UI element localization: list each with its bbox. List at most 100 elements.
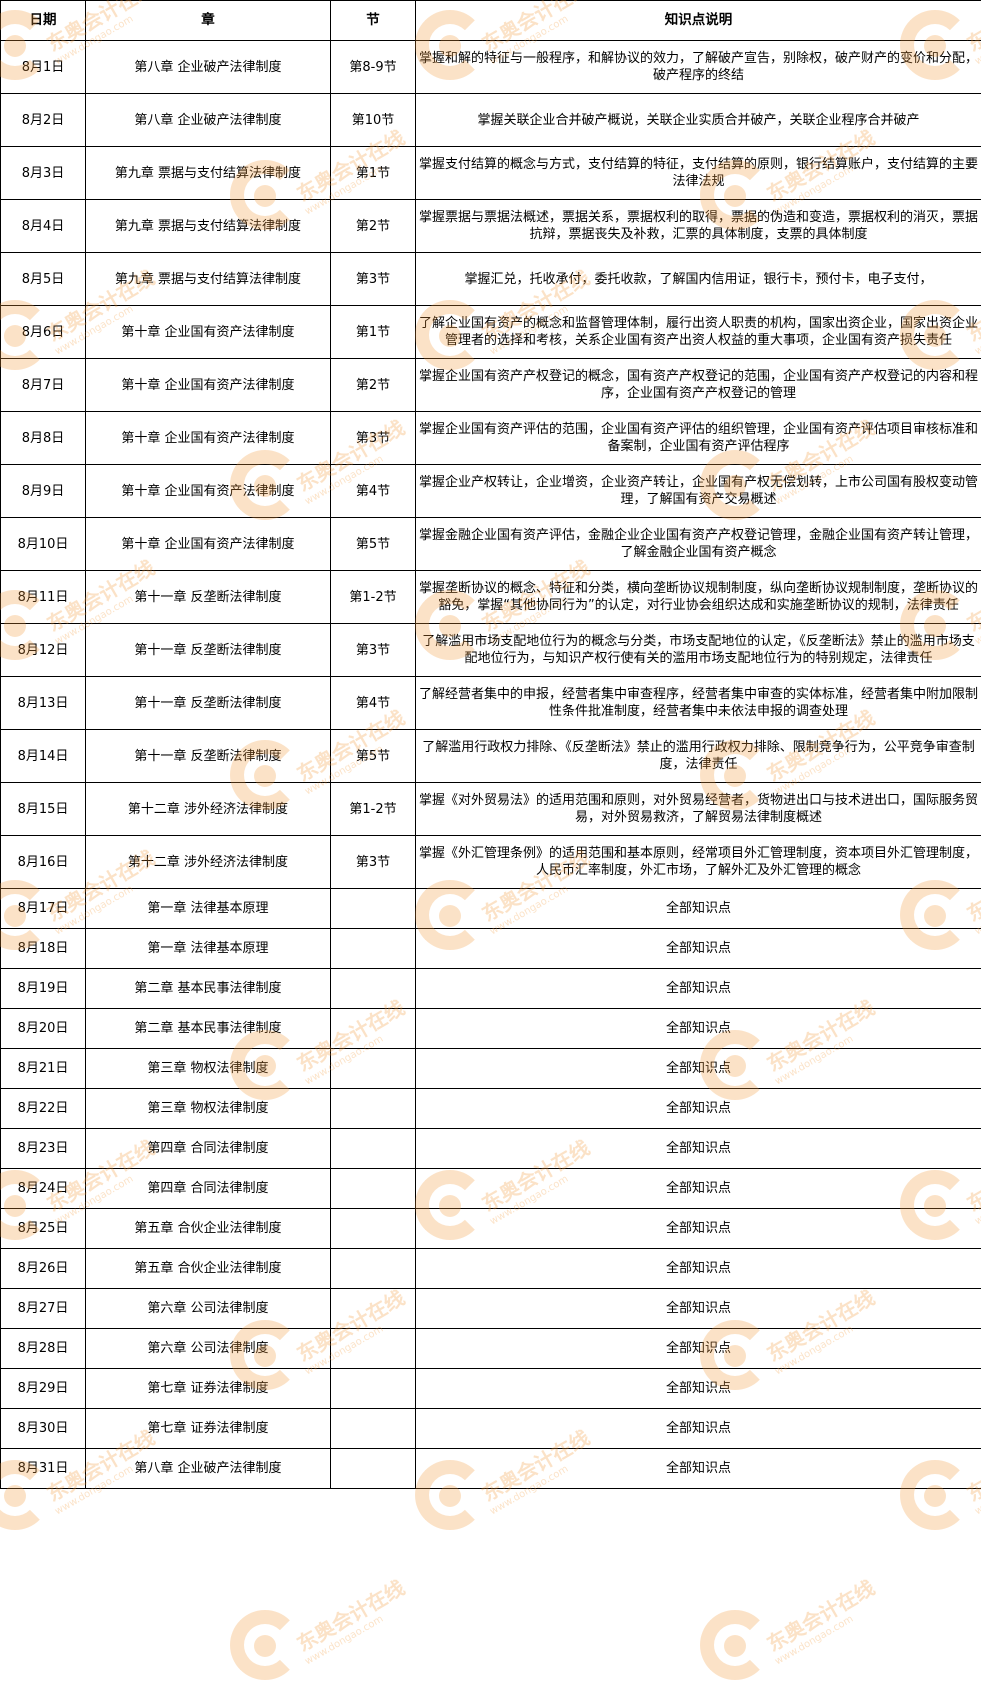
table-row: 8月1日第八章 企业破产法律制度第8-9节掌握和解的特征与一般程序，和解协议的效… xyxy=(1,41,981,94)
table-row: 8月18日第一章 法律基本原理全部知识点 xyxy=(1,929,981,969)
cell-date: 8月13日 xyxy=(1,677,86,730)
table-row: 8月27日第六章 公司法律制度全部知识点 xyxy=(1,1289,981,1329)
cell-description: 全部知识点 xyxy=(416,1329,981,1369)
table-row: 8月11日第十一章 反垄断法律制度第1-2节掌握垄断协议的概念、特征和分类，横向… xyxy=(1,571,981,624)
cell-date: 8月18日 xyxy=(1,929,86,969)
cell-section: 第3节 xyxy=(331,253,416,306)
table-row: 8月16日第十二章 涉外经济法律制度第3节掌握《外汇管理条例》的适用范围和基本原… xyxy=(1,836,981,889)
cell-description: 全部知识点 xyxy=(416,1009,981,1049)
table-row: 8月5日第九章 票据与支付结算法律制度第3节掌握汇兑，托收承付，委托收款，了解国… xyxy=(1,253,981,306)
cell-description: 全部知识点 xyxy=(416,1449,981,1489)
header-date: 日期 xyxy=(1,1,86,41)
cell-description: 全部知识点 xyxy=(416,1209,981,1249)
table-row: 8月15日第十二章 涉外经济法律制度第1-2节掌握《对外贸易法》的适用范围和原则… xyxy=(1,783,981,836)
cell-date: 8月3日 xyxy=(1,147,86,200)
watermark-ring-icon xyxy=(230,1610,300,1680)
cell-section xyxy=(331,1289,416,1329)
cell-chapter: 第十一章 反垄断法律制度 xyxy=(86,677,331,730)
cell-section xyxy=(331,969,416,1009)
cell-description: 全部知识点 xyxy=(416,1129,981,1169)
cell-date: 8月20日 xyxy=(1,1009,86,1049)
cell-date: 8月12日 xyxy=(1,624,86,677)
cell-description: 全部知识点 xyxy=(416,889,981,929)
cell-date: 8月29日 xyxy=(1,1369,86,1409)
table-row: 8月12日第十一章 反垄断法律制度第3节了解滥用市场支配地位行为的概念与分类，市… xyxy=(1,624,981,677)
cell-section: 第2节 xyxy=(331,200,416,253)
cell-chapter: 第六章 公司法律制度 xyxy=(86,1289,331,1329)
cell-chapter: 第九章 票据与支付结算法律制度 xyxy=(86,200,331,253)
cell-chapter: 第十章 企业国有资产法律制度 xyxy=(86,518,331,571)
header-chapter: 章 xyxy=(86,1,331,41)
cell-chapter: 第三章 物权法律制度 xyxy=(86,1049,331,1089)
cell-section: 第8-9节 xyxy=(331,41,416,94)
cell-description: 了解滥用行政权力排除、《反垄断法》禁止的滥用行政权力排除、限制竞争行为，公平竞争… xyxy=(416,730,981,783)
cell-description: 全部知识点 xyxy=(416,1369,981,1409)
table-row: 8月20日第二章 基本民事法律制度 全部知识点 xyxy=(1,1009,981,1049)
cell-chapter: 第二章 基本民事法律制度 xyxy=(86,969,331,1009)
cell-date: 8月21日 xyxy=(1,1049,86,1089)
cell-description: 掌握和解的特征与一般程序，和解协议的效力，了解破产宣告，别除权，破产财产的变价和… xyxy=(416,41,981,94)
table-row: 8月13日第十一章 反垄断法律制度第4节了解经营者集中的申报，经营者集中审查程序… xyxy=(1,677,981,730)
table-row: 8月4日第九章 票据与支付结算法律制度第2节掌握票据与票据法概述，票据关系，票据… xyxy=(1,200,981,253)
cell-section xyxy=(331,1249,416,1289)
cell-chapter: 第九章 票据与支付结算法律制度 xyxy=(86,253,331,306)
cell-chapter: 第八章 企业破产法律制度 xyxy=(86,1449,331,1489)
cell-date: 8月31日 xyxy=(1,1449,86,1489)
cell-chapter: 第八章 企业破产法律制度 xyxy=(86,41,331,94)
cell-date: 8月5日 xyxy=(1,253,86,306)
cell-description: 掌握金融企业国有资产评估，金融企业企业国有资产产权登记管理，金融企业国有资产转让… xyxy=(416,518,981,571)
cell-date: 8月19日 xyxy=(1,969,86,1009)
study-schedule-table: 日期 章 节 知识点说明 8月1日第八章 企业破产法律制度第8-9节掌握和解的特… xyxy=(0,0,981,1489)
table-row: 8月24日第四章 合同法律制度全部知识点 xyxy=(1,1169,981,1209)
table-row: 8月23日第四章 合同法律制度全部知识点 xyxy=(1,1129,981,1169)
cell-chapter: 第二章 基本民事法律制度 xyxy=(86,1009,331,1049)
watermark-brand: 东奥会计在线 xyxy=(291,1572,409,1657)
table-row: 8月30日第七章 证券法律制度全部知识点 xyxy=(1,1409,981,1449)
watermark-dot-icon xyxy=(724,1635,746,1657)
cell-section: 第1-2节 xyxy=(331,571,416,624)
cell-section: 第3节 xyxy=(331,624,416,677)
table-row: 8月19日第二章 基本民事法律制度全部知识点 xyxy=(1,969,981,1009)
cell-chapter: 第十一章 反垄断法律制度 xyxy=(86,624,331,677)
header-row: 日期 章 节 知识点说明 xyxy=(1,1,981,41)
table-row: 8月14日第十一章 反垄断法律制度第5节了解滥用行政权力排除、《反垄断法》禁止的… xyxy=(1,730,981,783)
cell-chapter: 第十章 企业国有资产法律制度 xyxy=(86,359,331,412)
cell-chapter: 第三章 物权法律制度 xyxy=(86,1089,331,1129)
cell-section: 第3节 xyxy=(331,836,416,889)
cell-section xyxy=(331,1049,416,1089)
cell-date: 8月8日 xyxy=(1,412,86,465)
cell-section xyxy=(331,1209,416,1249)
cell-chapter: 第八章 企业破产法律制度 xyxy=(86,94,331,147)
cell-description: 了解滥用市场支配地位行为的概念与分类，市场支配地位的认定，《反垄断法》禁止的滥用… xyxy=(416,624,981,677)
cell-description: 全部知识点 xyxy=(416,1089,981,1129)
watermark-url: www.dongao.com xyxy=(773,1614,855,1668)
table-row: 8月7日第十章 企业国有资产法律制度第2节掌握企业国有资产产权登记的概念，国有资… xyxy=(1,359,981,412)
cell-chapter: 第七章 证券法律制度 xyxy=(86,1369,331,1409)
cell-description: 掌握关联企业合并破产概说，关联企业实质合并破产，关联企业程序合并破产 xyxy=(416,94,981,147)
cell-chapter: 第五章 合伙企业法律制度 xyxy=(86,1209,331,1249)
cell-date: 8月26日 xyxy=(1,1249,86,1289)
table-row: 8月10日第十章 企业国有资产法律制度第5节掌握金融企业国有资产评估，金融企业企… xyxy=(1,518,981,571)
cell-description: 全部知识点 xyxy=(416,1289,981,1329)
table-row: 8月25日第五章 合伙企业法律制度 全部知识点 xyxy=(1,1209,981,1249)
table-row: 8月21日第三章 物权法律制度全部知识点 xyxy=(1,1049,981,1089)
cell-section xyxy=(331,1009,416,1049)
cell-date: 8月25日 xyxy=(1,1209,86,1249)
cell-chapter: 第十章 企业国有资产法律制度 xyxy=(86,412,331,465)
cell-section: 第1节 xyxy=(331,306,416,359)
cell-section xyxy=(331,1169,416,1209)
cell-chapter: 第十二章 涉外经济法律制度 xyxy=(86,836,331,889)
cell-description: 全部知识点 xyxy=(416,1249,981,1289)
cell-chapter: 第十章 企业国有资产法律制度 xyxy=(86,465,331,518)
cell-chapter: 第十一章 反垄断法律制度 xyxy=(86,571,331,624)
cell-description: 了解经营者集中的申报，经营者集中审查程序，经营者集中审查的实体标准，经营者集中附… xyxy=(416,677,981,730)
table-row: 8月31日第八章 企业破产法律制度 全部知识点 xyxy=(1,1449,981,1489)
cell-date: 8月11日 xyxy=(1,571,86,624)
watermark-brand: 东奥会计在线 xyxy=(761,1572,879,1657)
cell-date: 8月15日 xyxy=(1,783,86,836)
cell-description: 掌握支付结算的概念与方式，支付结算的特征，支付结算的原则，银行结算账户，支付结算… xyxy=(416,147,981,200)
cell-description: 掌握《对外贸易法》的适用范围和原则，对外贸易经营者，货物进出口与技术进出口，国际… xyxy=(416,783,981,836)
table-row: 8月29日第七章 证券法律制度 全部知识点 xyxy=(1,1369,981,1409)
cell-chapter: 第十章 企业国有资产法律制度 xyxy=(86,306,331,359)
